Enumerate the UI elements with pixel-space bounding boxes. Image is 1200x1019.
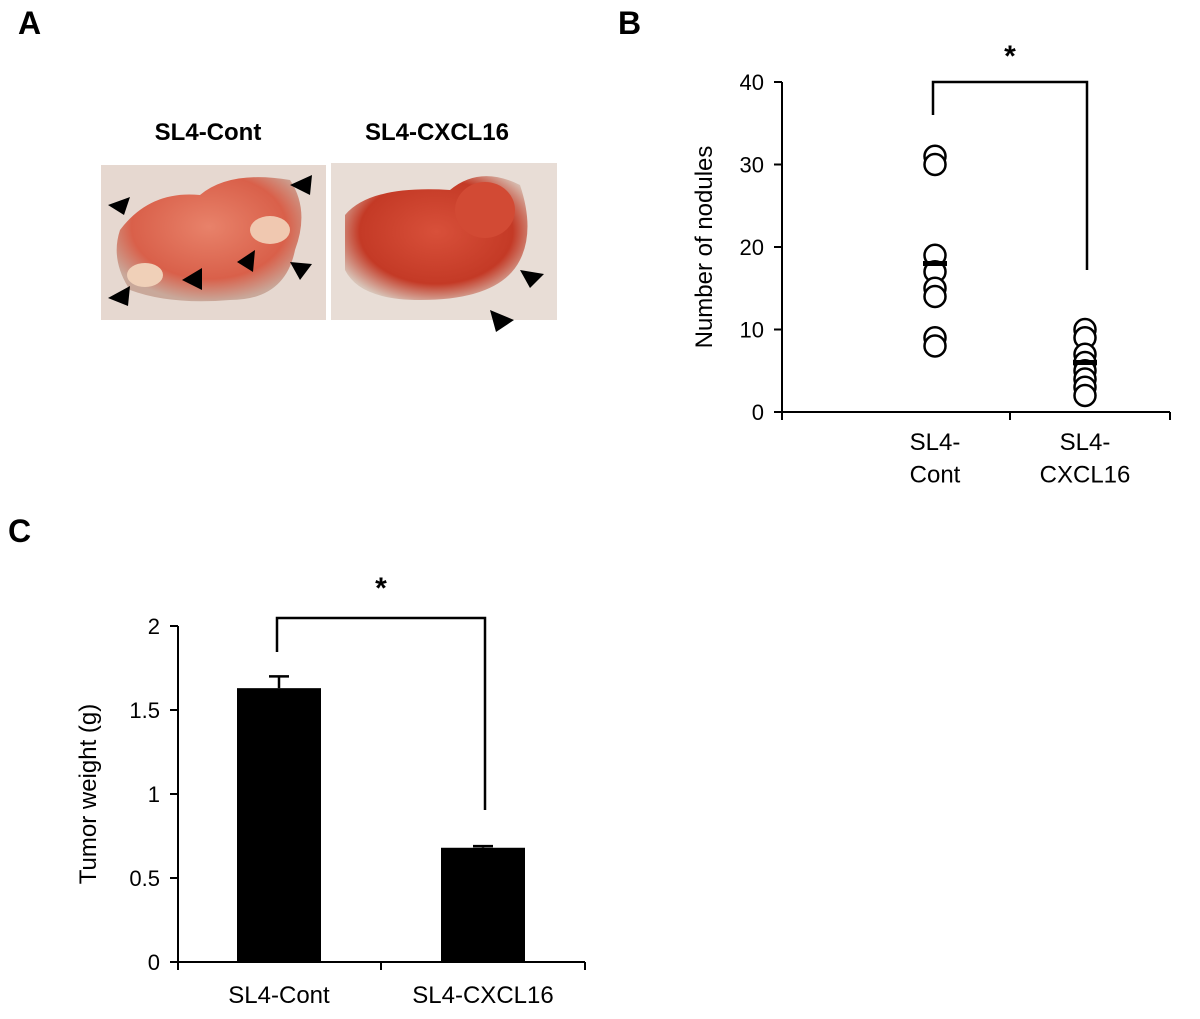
y-tick-label: 2 (148, 614, 160, 639)
mean-bar (923, 261, 947, 266)
x-tick-label: SL4-CXCL16 (412, 982, 553, 1009)
significance-bracket (931, 80, 1089, 270)
y-axis-label: Number of nodules (691, 146, 718, 349)
lobe (455, 182, 515, 238)
y-tick-label: 10 (740, 318, 764, 343)
bar (441, 847, 525, 962)
photo-label: SL4-Cont (155, 119, 262, 146)
panel-label: B (618, 5, 641, 41)
bar (237, 688, 321, 962)
arrowheads (108, 175, 544, 332)
y-tick-label: 0 (148, 950, 160, 975)
data-point (923, 152, 947, 177)
y-tick-label: 0 (752, 400, 764, 425)
y-tick-label: 1 (148, 782, 160, 807)
x-tick-label: SL4-Cont (910, 429, 961, 488)
panel-label: C (8, 513, 31, 549)
y-axis-label: Tumor weight (g) (75, 704, 102, 885)
data-point (1073, 383, 1097, 408)
y-tick-label: 20 (740, 235, 764, 260)
liver (116, 177, 302, 302)
data-point (923, 334, 947, 358)
panel-label: A (18, 5, 41, 41)
data-point (923, 284, 947, 309)
nodule (127, 263, 163, 287)
significance-star: * (375, 572, 387, 605)
mean-bar (1073, 360, 1097, 365)
y-tick-label: 1.5 (129, 698, 160, 723)
photo-label: SL4-CXCL16 (365, 119, 509, 146)
significance-star: * (1004, 40, 1016, 73)
x-tick-label: SL4-Cont (228, 982, 330, 1009)
x-tick-label: SL4-CXCL16 (1040, 429, 1131, 488)
y-tick-label: 0.5 (129, 866, 160, 891)
photo-panel: SL4-Cont SL4-CXCL16 (101, 119, 557, 332)
significance-bracket (275, 616, 487, 810)
y-tick-label: 40 (740, 70, 764, 95)
nodule (250, 216, 290, 244)
y-tick-label: 30 (740, 153, 764, 178)
